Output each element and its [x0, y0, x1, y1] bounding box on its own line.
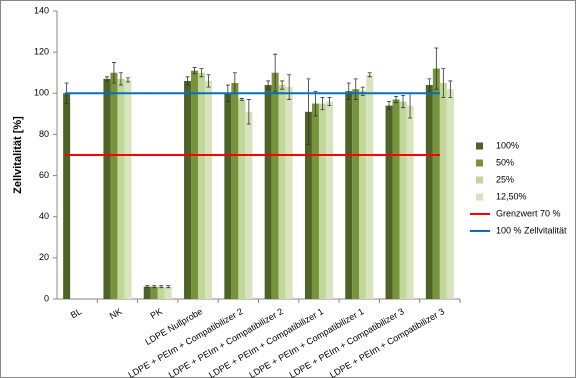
- bar: [311, 103, 319, 299]
- error-bar: [111, 62, 116, 84]
- bar: [143, 286, 151, 299]
- bar: [157, 286, 165, 299]
- legend-label: 12,50%: [496, 191, 527, 201]
- error-bar: [159, 285, 164, 289]
- error-bar: [192, 67, 197, 75]
- legend-label: Grenzwert 70 %: [496, 208, 561, 218]
- bar: [432, 68, 440, 299]
- bar: [150, 286, 158, 299]
- error-bar: [273, 53, 278, 92]
- bar: [399, 101, 407, 299]
- error-bar: [327, 97, 332, 107]
- bar: [278, 85, 286, 299]
- error-bar: [320, 97, 325, 111]
- y-tick-label: 40: [39, 211, 49, 221]
- error-bar: [266, 80, 271, 90]
- error-bar: [441, 68, 446, 98]
- error-bar: [152, 285, 157, 289]
- legend-label: 25%: [496, 174, 514, 184]
- legend-label: 100 % Zellvitalität: [496, 225, 567, 235]
- y-tick-label: 120: [34, 47, 49, 57]
- legend-label: 50%: [496, 157, 514, 167]
- error-bar: [206, 74, 211, 88]
- error-bar: [434, 47, 439, 90]
- error-bar: [387, 101, 392, 111]
- y-axis-label: Zellvitalität [%]: [12, 116, 24, 194]
- y-tick-label: 0: [44, 293, 49, 303]
- bar: [205, 80, 213, 299]
- error-bar: [118, 72, 123, 86]
- error-bar: [125, 77, 130, 83]
- bar: [231, 83, 239, 299]
- bar: [345, 91, 353, 299]
- error-bar: [185, 76, 190, 86]
- bar: [439, 83, 447, 299]
- error-bar: [427, 78, 432, 92]
- error-bar: [287, 74, 292, 100]
- error-bar: [166, 285, 171, 289]
- y-tick-label: 20: [39, 252, 49, 262]
- y-tick-label: 140: [34, 5, 49, 15]
- bar: [245, 111, 253, 299]
- error-bar: [353, 78, 358, 100]
- bar: [164, 286, 172, 299]
- bar: [191, 70, 199, 300]
- error-bar: [367, 72, 372, 78]
- bar: [224, 93, 232, 300]
- bar: [124, 79, 132, 300]
- bar: [110, 72, 118, 299]
- bar: [198, 72, 206, 299]
- bar: [318, 103, 326, 299]
- y-tick-label: 60: [39, 170, 49, 180]
- bar: [406, 105, 414, 299]
- bar: [184, 80, 192, 299]
- bar: [425, 85, 433, 299]
- bar: [359, 91, 367, 299]
- legend-swatch: [476, 176, 483, 184]
- bar: [392, 99, 400, 299]
- legend-swatch: [476, 193, 483, 201]
- bar: [271, 72, 279, 299]
- bar: [264, 85, 272, 299]
- error-bar: [313, 90, 318, 117]
- bar: [352, 89, 360, 300]
- error-bar: [394, 95, 399, 103]
- y-tick-label: 80: [39, 129, 49, 139]
- error-bar: [346, 82, 351, 100]
- legend-swatch: [476, 142, 483, 150]
- bar: [238, 99, 246, 299]
- error-bar: [280, 80, 285, 90]
- legend-label: 100%: [496, 140, 519, 150]
- error-bar: [401, 94, 406, 109]
- bar: [103, 78, 111, 299]
- error-bar: [199, 68, 204, 78]
- error-bar: [145, 285, 150, 289]
- y-tick-label: 100: [34, 88, 49, 98]
- bar: [385, 105, 393, 299]
- error-bar: [448, 80, 453, 98]
- bar: [325, 101, 333, 299]
- bar: [63, 93, 71, 300]
- bar: [446, 89, 454, 300]
- legend-swatch: [476, 159, 483, 167]
- bar: [366, 74, 374, 300]
- error-bar: [246, 99, 251, 125]
- error-bar: [239, 98, 244, 101]
- error-bar: [104, 76, 109, 82]
- bar: [304, 111, 312, 299]
- bar: [117, 78, 125, 299]
- error-bar: [306, 78, 311, 146]
- x-tick-label: BL: [69, 306, 84, 320]
- bar: [285, 87, 293, 299]
